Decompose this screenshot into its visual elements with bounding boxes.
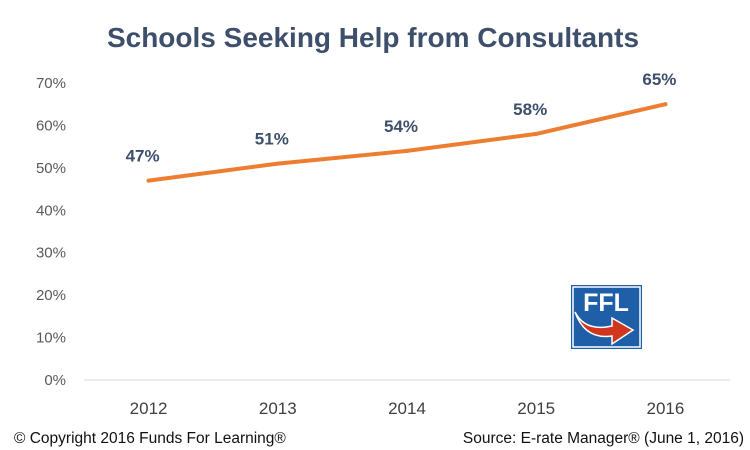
y-tick-label: 70% <box>36 75 66 92</box>
x-axis: 2012 2013 2014 2015 2016 <box>130 399 685 418</box>
y-tick-label: 10% <box>36 330 66 347</box>
x-tick-label: 2013 <box>259 399 297 418</box>
ffl-logo-background <box>571 285 642 349</box>
data-point <box>663 102 668 107</box>
data-point <box>275 161 280 166</box>
y-tick-label: 50% <box>36 160 66 177</box>
ffl-logo-arrow-icon <box>574 311 635 346</box>
x-tick-label: 2015 <box>517 399 555 418</box>
data-label: 47% <box>126 147 160 166</box>
data-label: 51% <box>255 130 289 149</box>
data-label: 65% <box>642 70 676 89</box>
ffl-logo-text: FFL <box>583 289 629 317</box>
x-tick-label: 2016 <box>646 399 684 418</box>
x-tick-label: 2012 <box>130 399 168 418</box>
y-tick-label: 20% <box>36 287 66 304</box>
y-axis: 0% 10% 20% 30% 40% 50% 60% 70% <box>36 75 66 389</box>
y-tick-label: 0% <box>44 372 66 389</box>
data-labels: 47% 51% 54% 58% 65% <box>126 70 677 165</box>
data-label: 58% <box>513 100 547 119</box>
ffl-logo: FFL <box>571 285 642 349</box>
ffl-logo-border <box>572 286 641 348</box>
y-tick-label: 40% <box>36 202 66 219</box>
data-point <box>534 131 539 136</box>
y-tick-label: 60% <box>36 117 66 134</box>
x-tick-label: 2014 <box>388 399 426 418</box>
data-point <box>405 148 409 153</box>
copyright-text: © Copyright 2016 Funds For Learning® <box>14 430 286 447</box>
series-line <box>146 102 668 183</box>
data-point <box>146 178 151 183</box>
data-label: 54% <box>384 117 418 136</box>
source-text: Source: E-rate Manager® (June 1, 2016) <box>463 430 744 447</box>
chart-title: Schools Seeking Help from Consultants <box>107 22 639 53</box>
y-tick-label: 30% <box>36 245 66 262</box>
series-layer <box>146 102 668 183</box>
